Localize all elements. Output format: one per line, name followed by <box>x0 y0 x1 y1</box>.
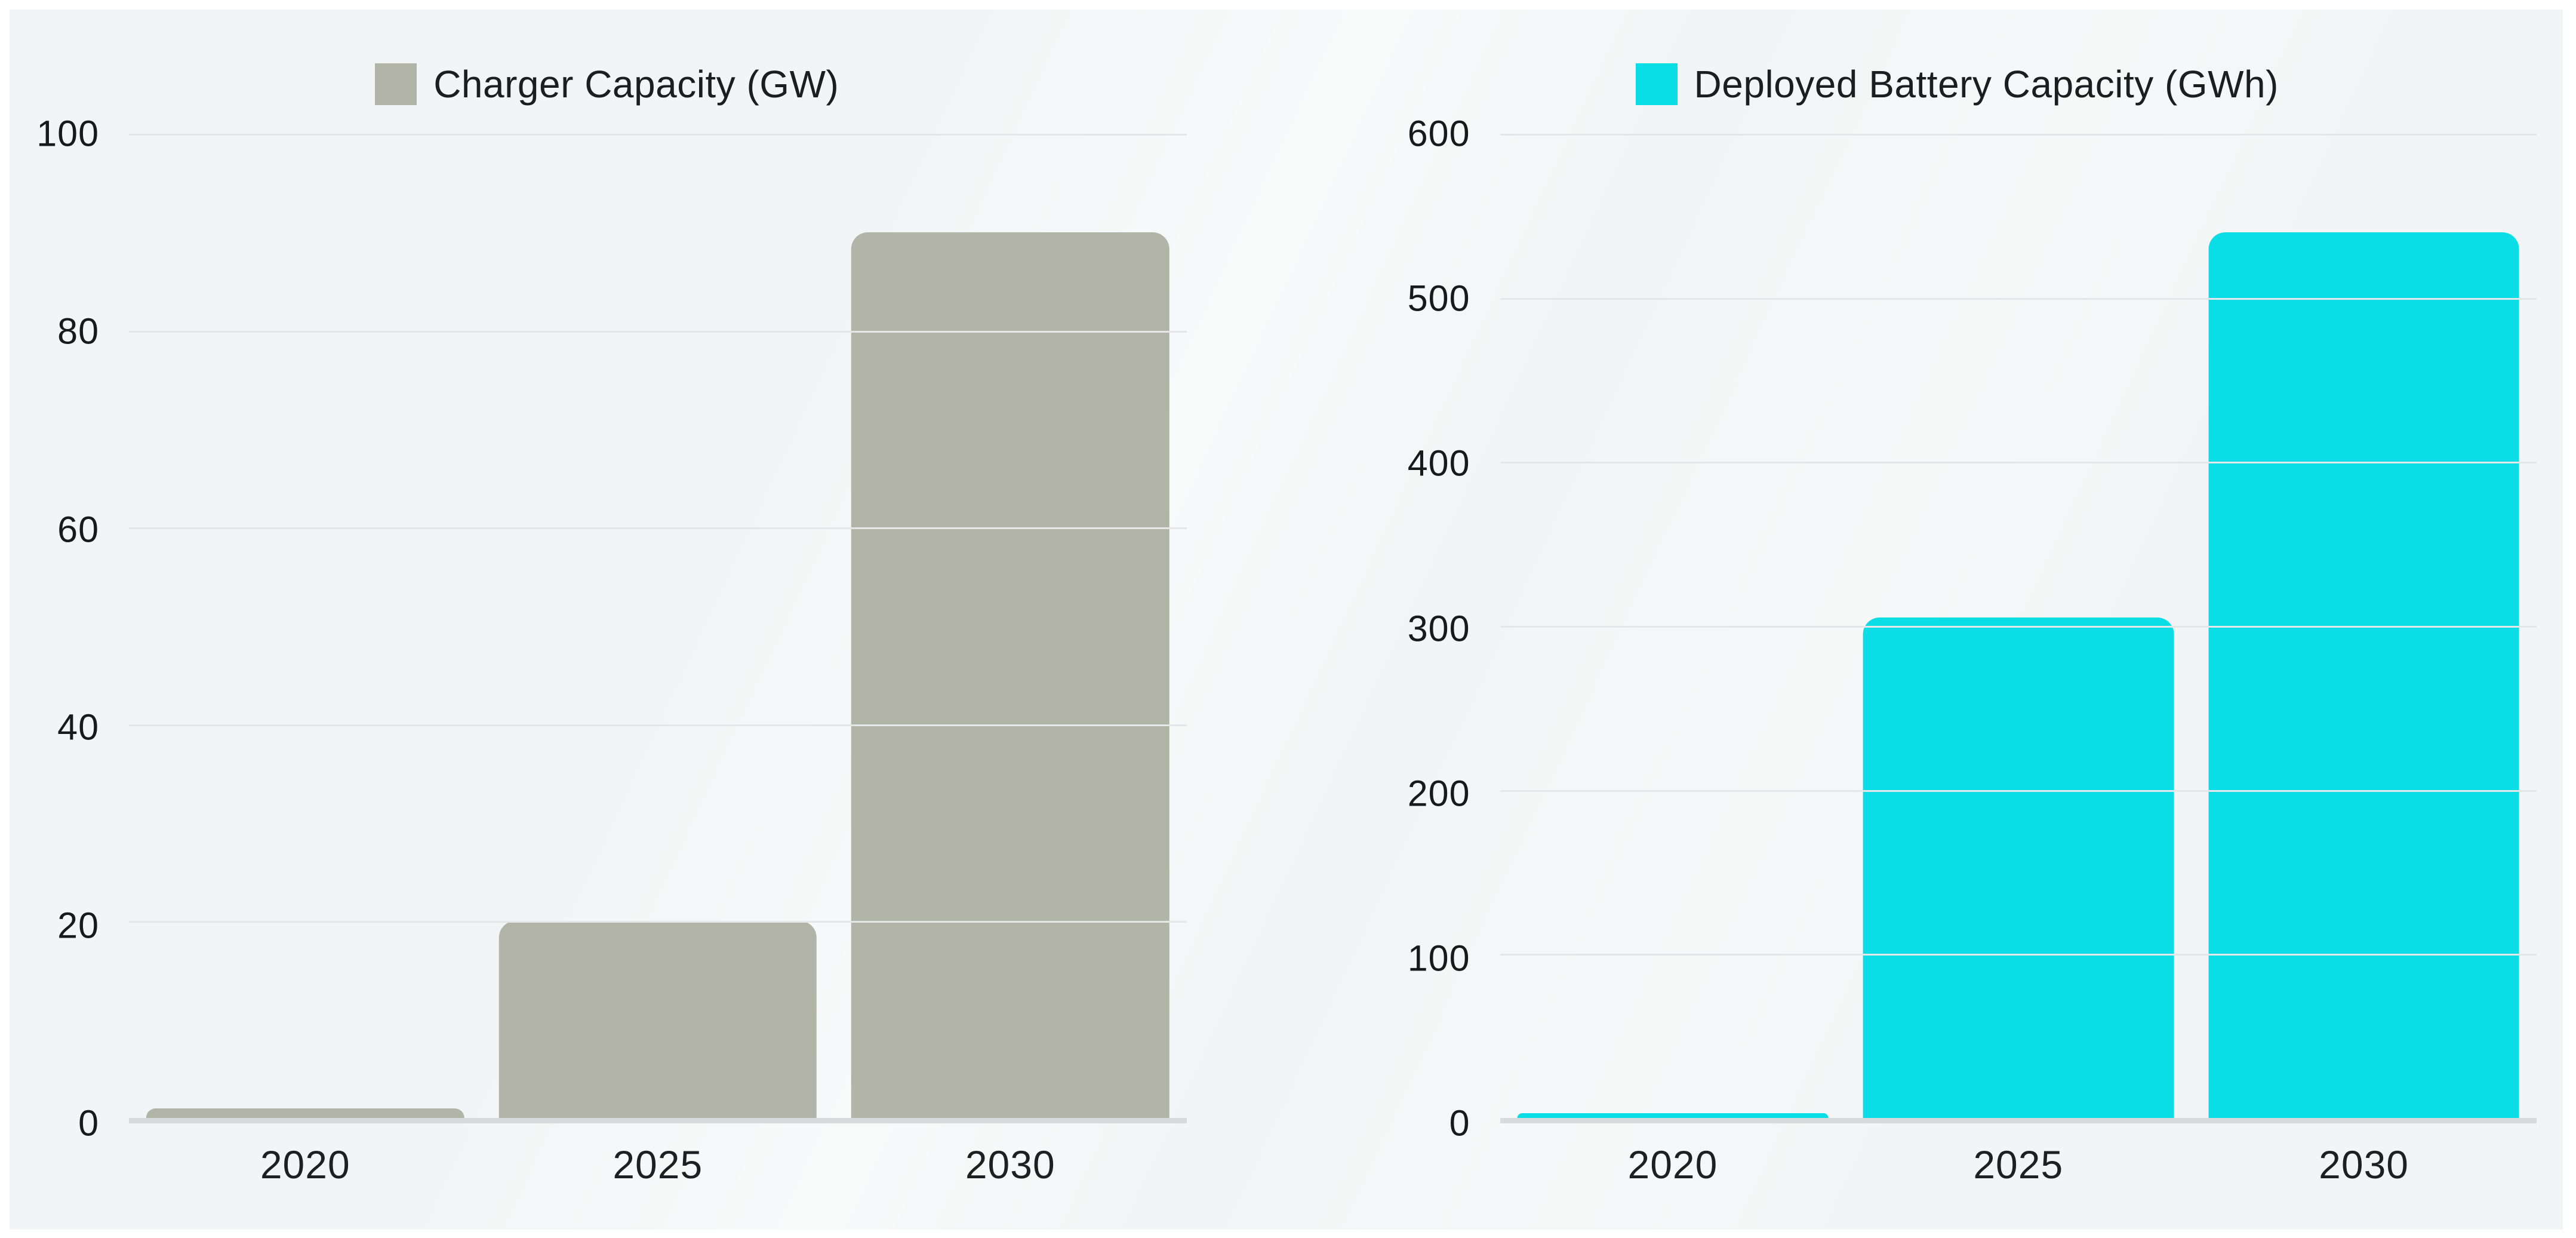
gridline <box>1500 297 2537 300</box>
y-tick-label: 0 <box>78 1102 99 1144</box>
y-tick-label: 60 <box>57 509 99 550</box>
gridline <box>1500 462 2537 464</box>
plot-row: 0 20 40 60 80 100 <box>27 115 1187 1141</box>
bar-2020[interactable] <box>1517 1113 1829 1118</box>
y-tick-label: 200 <box>1407 773 1470 814</box>
gridline <box>129 330 1187 333</box>
y-tick-label: 40 <box>57 706 99 748</box>
legend-label-battery: Deployed Battery Capacity (GWh) <box>1694 63 2279 106</box>
y-tick-label: 80 <box>57 311 99 352</box>
charts-panel: Charger Capacity (GW) 0 20 40 60 80 100 2020 2… <box>10 10 2563 1230</box>
y-tick-label: 100 <box>36 113 99 154</box>
y-tick-label: 600 <box>1407 113 1470 154</box>
y-tick-label: 500 <box>1407 278 1470 319</box>
bar-2030[interactable] <box>2208 232 2519 1118</box>
gridline <box>1500 954 2537 956</box>
x-tick-label: 2030 <box>965 1142 1055 1187</box>
gridline <box>129 134 1187 136</box>
x-axis-charger: 2020 2025 2030 <box>129 1123 1187 1195</box>
x-tick-label: 2020 <box>1627 1142 1718 1187</box>
y-axis-charger: 0 20 40 60 80 100 <box>27 115 129 1141</box>
gridline <box>129 527 1187 530</box>
battery-capacity-chart: Deployed Battery Capacity (GWh) 0 100 200 3… <box>1378 60 2537 1230</box>
gridline <box>1500 626 2537 628</box>
x-tick-label: 2020 <box>260 1142 350 1187</box>
x-tick-label: 2025 <box>1973 1142 2064 1187</box>
gridline <box>129 921 1187 923</box>
legend-swatch-charger <box>375 63 417 105</box>
y-tick-label: 100 <box>1407 938 1470 979</box>
legend-swatch-battery <box>1635 63 1678 105</box>
gridline <box>1500 134 2537 136</box>
x-tick-label: 2030 <box>2319 1142 2409 1187</box>
charger-capacity-chart: Charger Capacity (GW) 0 20 40 60 80 100 2020 2… <box>27 60 1187 1230</box>
gridline <box>1500 790 2537 792</box>
bars-battery <box>1500 134 2537 1118</box>
x-tick-label: 2025 <box>613 1142 703 1187</box>
bar-2025[interactable] <box>498 921 817 1118</box>
y-tick-label: 20 <box>57 905 99 946</box>
plot-area-battery <box>1500 134 2537 1123</box>
legend-battery-capacity[interactable]: Deployed Battery Capacity (GWh) <box>1378 60 2537 109</box>
y-tick-label: 400 <box>1407 443 1470 484</box>
bar-2020[interactable] <box>146 1108 464 1118</box>
legend-label-charger: Charger Capacity (GW) <box>433 63 839 106</box>
y-axis-battery: 0 100 200 300 400 500 600 <box>1378 115 1500 1141</box>
legend-charger-capacity[interactable]: Charger Capacity (GW) <box>27 60 1187 109</box>
bar-2030[interactable] <box>851 232 1169 1118</box>
plot-row: 0 100 200 300 400 500 600 <box>1378 115 2537 1141</box>
bars-charger <box>129 134 1187 1118</box>
plot-area-charger <box>129 134 1187 1123</box>
gridline <box>129 724 1187 726</box>
y-tick-label: 300 <box>1407 608 1470 649</box>
y-tick-label: 0 <box>1449 1102 1470 1144</box>
bar-2025[interactable] <box>1863 618 2174 1118</box>
charts-row: Charger Capacity (GW) 0 20 40 60 80 100 2020 2… <box>10 10 2563 1230</box>
x-axis-battery: 2020 2025 2030 <box>1500 1123 2537 1195</box>
